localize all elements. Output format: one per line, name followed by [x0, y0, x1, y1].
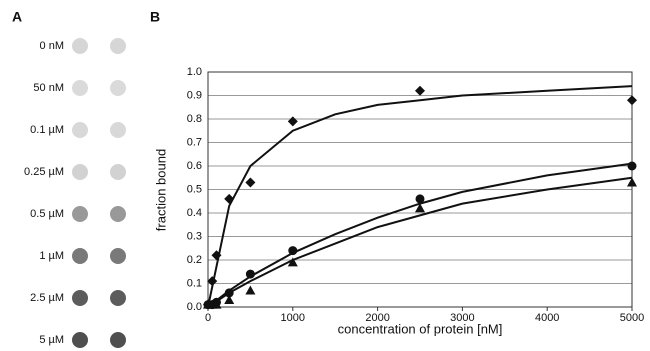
fit-curve	[208, 164, 632, 307]
spot	[72, 122, 88, 138]
point	[207, 276, 217, 286]
y-tick-label: 0.4	[187, 207, 202, 219]
point	[246, 270, 255, 279]
row-label: 1 µM	[39, 250, 64, 262]
row-label: 50 nM	[33, 82, 64, 94]
point	[628, 162, 637, 171]
y-tick-label: 0.2	[187, 254, 202, 266]
y-tick-label: 0.9	[187, 89, 202, 101]
point	[627, 95, 637, 105]
point	[245, 177, 255, 187]
y-tick-label: 0.8	[187, 113, 202, 125]
x-tick-label: 4000	[535, 312, 559, 324]
spot	[110, 290, 126, 306]
spot	[110, 206, 126, 222]
spot	[72, 206, 88, 222]
row-label: 0.25 µM	[24, 166, 64, 178]
x-tick-label: 1000	[281, 312, 305, 324]
point	[288, 246, 297, 255]
spot	[110, 248, 126, 264]
spot	[110, 80, 126, 96]
spot	[72, 164, 88, 180]
spot	[110, 332, 126, 348]
y-tick-label: 0.6	[187, 160, 202, 172]
row-label: 2.5 µM	[30, 292, 64, 304]
spot	[72, 332, 88, 348]
point	[245, 286, 255, 295]
spot	[72, 80, 88, 96]
spot	[72, 248, 88, 264]
spot	[72, 38, 88, 54]
point	[288, 116, 298, 126]
x-tick-label: 2000	[365, 312, 389, 324]
x-tick-label: 5000	[620, 312, 644, 324]
x-tick-label: 3000	[450, 312, 474, 324]
spot	[72, 290, 88, 306]
x-axis-label: concentration of protein [nM]	[338, 321, 503, 336]
y-tick-label: 0.5	[187, 183, 202, 195]
point	[415, 86, 425, 96]
spot	[110, 38, 126, 54]
point	[224, 194, 234, 204]
panel-label: A	[12, 9, 22, 25]
spot	[110, 164, 126, 180]
panel-label: B	[150, 9, 160, 25]
y-tick-label: 0.1	[187, 277, 202, 289]
row-label: 0 nM	[40, 40, 64, 52]
y-tick-label: 0.0	[187, 301, 202, 313]
y-tick-label: 0.7	[187, 136, 202, 148]
y-tick-label: 1.0	[187, 66, 202, 78]
y-tick-label: 0.3	[187, 230, 202, 242]
row-label: 0.1 µM	[30, 124, 64, 136]
x-tick-label: 0	[205, 312, 211, 324]
point	[416, 194, 425, 203]
row-label: 5 µM	[39, 334, 64, 346]
row-label: 0.5 µM	[30, 208, 64, 220]
figure: A B concentration of protein [nM] fracti…	[0, 0, 650, 351]
y-axis-label: fraction bound	[153, 149, 168, 231]
spot	[110, 122, 126, 138]
